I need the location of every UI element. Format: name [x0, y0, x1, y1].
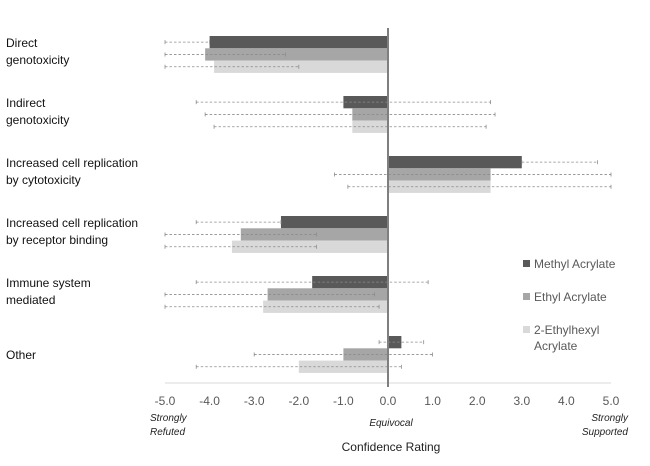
x-tick-label: 0.0	[380, 394, 397, 408]
bar	[343, 348, 388, 361]
category-label: Immune system	[6, 276, 91, 290]
bar	[352, 120, 388, 133]
x-tick-label: 4.0	[558, 394, 575, 408]
bar	[352, 108, 388, 121]
bar	[209, 36, 388, 49]
annotation-center: Equivocal	[369, 418, 413, 429]
bar	[388, 156, 522, 169]
category-label: by cytotoxicity	[6, 173, 81, 187]
bar	[263, 300, 388, 313]
x-tick-label: 3.0	[513, 394, 530, 408]
annotation-right: Supported	[582, 427, 629, 438]
x-tick-label: -3.0	[244, 394, 265, 408]
legend-label: Ethyl Acrylate	[534, 290, 607, 304]
legend-swatch	[523, 293, 530, 300]
category-label: genotoxicity	[6, 53, 69, 67]
bar	[298, 360, 388, 373]
x-tick-label: -4.0	[199, 394, 220, 408]
category-label: Indirect	[6, 96, 46, 110]
legend-swatch	[523, 260, 530, 267]
legend-label: 2-Ethylhexyl	[534, 323, 599, 337]
category-label: Increased cell replication	[6, 156, 138, 170]
x-tick-label: 5.0	[603, 394, 620, 408]
x-tick-label: 2.0	[469, 394, 486, 408]
bar	[214, 60, 388, 73]
annotation-left: Strongly	[150, 413, 188, 424]
x-axis-title: Confidence Rating	[342, 440, 441, 454]
x-tick-label: -1.0	[333, 394, 354, 408]
category-label: Other	[6, 348, 36, 362]
category-label: mediated	[6, 293, 55, 307]
category-label: genotoxicity	[6, 113, 69, 127]
category-label: by receptor binding	[6, 233, 108, 247]
annotation-left: Refuted	[150, 427, 185, 438]
legend-label: Acrylate	[534, 339, 578, 353]
x-tick-label: 1.0	[424, 394, 441, 408]
legend-label: Methyl Acrylate	[534, 257, 616, 271]
x-tick-label: -2.0	[288, 394, 309, 408]
category-label: Increased cell replication	[6, 216, 138, 230]
bar	[343, 96, 388, 109]
legend-swatch	[523, 326, 530, 333]
x-tick-label: -5.0	[155, 394, 176, 408]
bar	[205, 48, 388, 61]
bar	[280, 216, 388, 229]
category-label: Direct	[6, 36, 38, 50]
annotation-right: Strongly	[591, 413, 629, 424]
